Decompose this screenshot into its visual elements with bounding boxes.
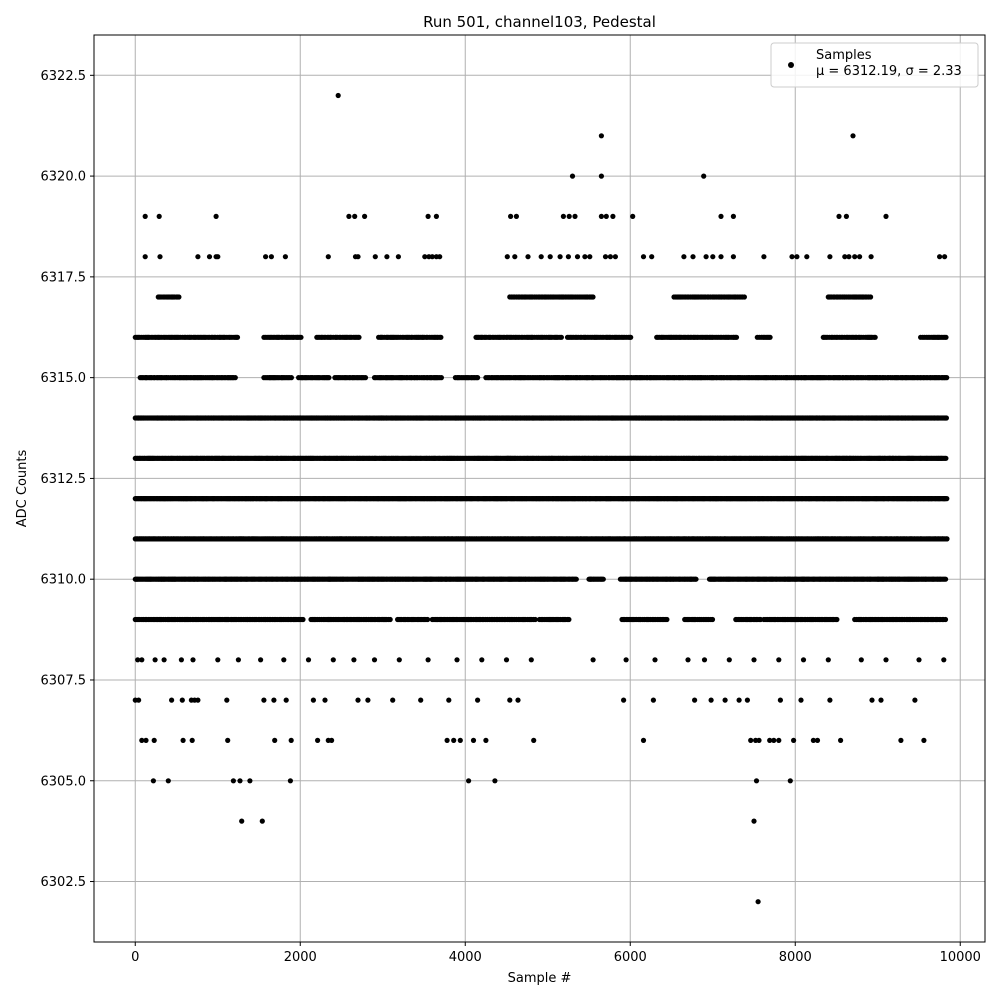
sample-points (132, 92, 950, 905)
data-point (943, 415, 950, 421)
data-point (532, 616, 538, 623)
data-point (943, 455, 949, 461)
data-point (288, 375, 294, 381)
data-point (566, 616, 572, 623)
data-point (425, 616, 431, 623)
data-point (693, 576, 699, 582)
data-point (709, 616, 716, 623)
data-point (943, 576, 949, 582)
data-point (942, 616, 949, 623)
data-point (944, 496, 950, 502)
data-point (834, 616, 840, 623)
data-point (944, 536, 950, 542)
data-point (232, 375, 238, 381)
data-point (664, 616, 670, 623)
data-point (300, 616, 306, 623)
data-point (387, 616, 393, 623)
data-point (573, 576, 579, 582)
data-point (600, 576, 606, 582)
